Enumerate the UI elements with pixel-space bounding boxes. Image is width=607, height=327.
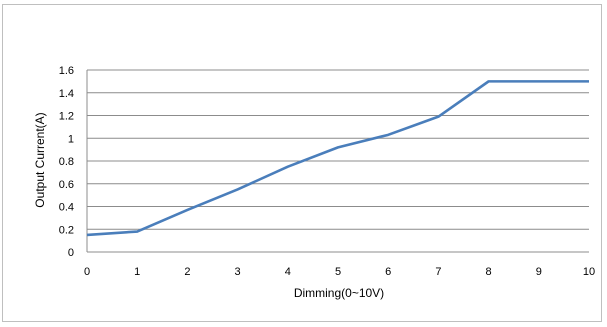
y-tick-labels: 0 0.2 0.4 0.6 0.8 1 1.2 1.4 1.6 xyxy=(59,65,74,259)
x-tick-label: 3 xyxy=(235,266,241,278)
x-tick-label: 5 xyxy=(335,266,341,278)
series-layer xyxy=(86,80,590,237)
x-tick-label: 0 xyxy=(84,266,90,278)
x-tick-labels: 0 1 2 3 4 5 6 7 8 9 10 xyxy=(84,266,595,278)
y-tick-label: 0 xyxy=(68,247,74,259)
x-tick-label: 9 xyxy=(536,266,542,278)
x-tick-label: 10 xyxy=(583,266,595,278)
y-tick-label: 1 xyxy=(68,133,74,145)
x-tick-label: 7 xyxy=(435,266,441,278)
x-tick-label: 8 xyxy=(486,266,492,278)
y-tick-label: 0.8 xyxy=(59,156,74,168)
y-tick-label: 1.2 xyxy=(59,111,74,123)
series-line-0 xyxy=(86,80,589,237)
y-tick-label: 1.4 xyxy=(59,88,74,100)
y-tick-label: 0.2 xyxy=(59,224,74,236)
x-axis-title: Dimming(0~10V) xyxy=(294,286,384,300)
gridlines xyxy=(87,69,589,230)
x-tick-label: 6 xyxy=(385,266,391,278)
y-tick-label: 1.6 xyxy=(59,65,74,77)
y-tick-label: 0.6 xyxy=(59,179,74,191)
axes xyxy=(86,70,589,253)
y-axis-title: Output Current(A) xyxy=(33,112,47,207)
y-tick-label: 0.4 xyxy=(59,202,74,214)
x-tick-label: 1 xyxy=(134,266,140,278)
chart-frame xyxy=(2,4,602,322)
x-tick-label: 2 xyxy=(184,266,190,278)
x-tick-label: 4 xyxy=(285,266,291,278)
